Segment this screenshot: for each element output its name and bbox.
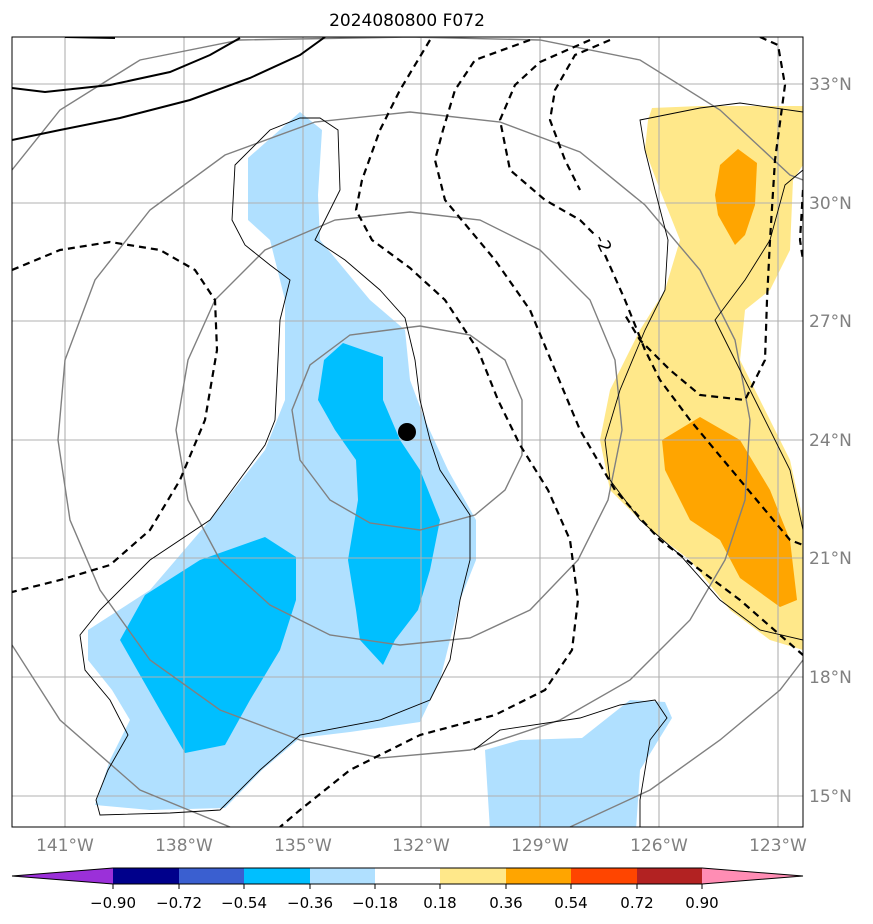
colorbar-segment-7	[506, 868, 571, 884]
orange-region-north	[715, 149, 757, 245]
lat-label-27: 27°N	[809, 312, 852, 332]
colorbar-segment-5	[375, 868, 440, 884]
colorbar-segment-6	[440, 868, 506, 884]
colorbar-under-triangle	[12, 868, 113, 884]
map-area: -2	[12, 37, 803, 827]
dashed-contour-3	[498, 38, 596, 236]
colorbar-tick-label-1: −0.90	[90, 894, 136, 912]
longitude-labels: 141°W 138°W 135°W 132°W 129°W 126°W 123°…	[36, 836, 807, 856]
negative-shading	[88, 112, 672, 827]
dashed-contour-4	[548, 38, 611, 191]
contour-value-label: -2	[590, 232, 615, 256]
thin-contours	[79, 102, 803, 827]
colorbar-tick-label-6: 0.18	[423, 894, 456, 912]
ring-2	[175, 211, 623, 646]
dashed-contours	[12, 37, 803, 827]
ring-4-southeast	[569, 659, 803, 827]
colorbar-tick-label-3: −0.54	[221, 894, 267, 912]
colorbar-tick-label-4: −0.36	[287, 894, 333, 912]
colorbar-tick-label-8: 0.54	[554, 894, 587, 912]
lat-label-21: 21°N	[809, 549, 852, 569]
thin-contour-positive	[604, 102, 803, 641]
colorbar-ticks	[112, 884, 703, 889]
solid-contours	[12, 37, 326, 141]
thin-contour-south	[473, 699, 668, 827]
colorbar-tick-label-9: 0.72	[620, 894, 653, 912]
dashed-contour-6	[798, 189, 803, 261]
colorbar-segment-9	[637, 868, 702, 884]
lat-label-15: 15°N	[809, 787, 852, 807]
dashed-contour-2	[433, 38, 803, 656]
ring-4	[12, 37, 803, 181]
colorbar-tick-label-2: −0.72	[156, 894, 202, 912]
dashed-contour-west	[12, 240, 219, 594]
colorbar-segment-4	[310, 868, 375, 884]
colorbar-segment-8	[571, 868, 637, 884]
lon-label-132: 132°W	[392, 836, 450, 856]
dashed-contour-1	[279, 39, 580, 827]
ring-3	[57, 111, 751, 759]
solid-contour-3	[12, 37, 326, 141]
dashed-contour-5	[624, 37, 787, 402]
colorbar-over-triangle	[702, 868, 803, 884]
graticule	[12, 37, 803, 827]
solid-contour-2	[12, 37, 241, 94]
latitude-labels: 33°N 30°N 27°N 24°N 21°N 18°N 15°N	[809, 75, 852, 807]
lon-label-138: 138°W	[155, 836, 213, 856]
lat-label-18: 18°N	[809, 668, 852, 688]
dashed-contour-3b	[603, 254, 803, 547]
lon-label-129: 129°W	[511, 836, 569, 856]
lon-label-123: 123°W	[749, 836, 807, 856]
light-blue-region-south	[485, 700, 672, 827]
lat-label-30: 30°N	[809, 194, 852, 214]
ring-1	[291, 325, 523, 531]
colorbar-segment-1	[113, 868, 179, 884]
ring-4-south	[12, 644, 231, 827]
lon-label-135: 135°W	[274, 836, 332, 856]
storm-center-marker	[398, 423, 416, 441]
blue-region-southwest	[120, 537, 296, 753]
orange-region-south	[662, 417, 797, 607]
colorbar-tick-label-10: 0.90	[685, 894, 718, 912]
distance-rings	[12, 37, 803, 827]
map-frame	[11, 36, 804, 828]
positive-shading	[600, 106, 803, 650]
colorbar-tick-label-7: 0.36	[489, 894, 522, 912]
colorbar-segment-3	[244, 868, 310, 884]
blue-region-core	[318, 343, 440, 665]
colorbar-segment-2	[179, 868, 244, 884]
lat-label-24: 24°N	[809, 431, 852, 451]
colorbar-tick-label-5: −0.18	[352, 894, 398, 912]
lon-label-141: 141°W	[36, 836, 94, 856]
lon-label-126: 126°W	[630, 836, 688, 856]
thin-contour-negative	[79, 117, 471, 816]
figure-title: 2024080800 F072	[329, 11, 485, 31]
lat-label-33: 33°N	[809, 75, 852, 95]
colorbar: −0.90 −0.72 −0.54 −0.36 −0.18 0.18 0.36 …	[11, 867, 804, 912]
